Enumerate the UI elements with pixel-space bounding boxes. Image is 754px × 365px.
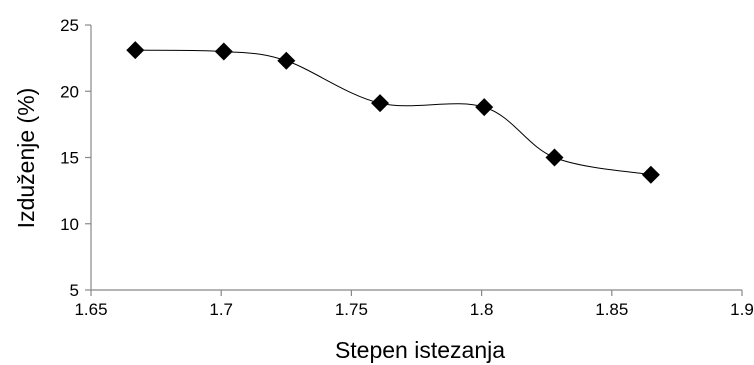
series [126, 41, 660, 184]
x-tick-label: 1.65 [74, 300, 107, 319]
axes [90, 25, 742, 291]
data-point-marker [214, 42, 233, 61]
x-tick-label: 1.75 [335, 300, 368, 319]
x-tick-label: 1.9 [730, 300, 754, 319]
data-point-marker [641, 165, 660, 184]
tick-labels: 1.65 1.7 1.75 1.8 1.85 1.9 5 10 15 20 25 [60, 16, 754, 319]
x-tick-label: 1.7 [209, 300, 233, 319]
x-tick-label: 1.8 [470, 300, 494, 319]
y-axis-title: Izduženje (%) [13, 88, 39, 229]
x-tick-label: 1.85 [595, 300, 628, 319]
series-line [135, 49, 651, 176]
tick-marks [85, 24, 743, 296]
data-point-marker [126, 41, 145, 60]
y-tick-label: 15 [60, 149, 79, 168]
data-point-marker [475, 98, 494, 117]
y-tick-label: 25 [60, 16, 79, 35]
data-point-marker [371, 94, 390, 113]
y-tick-label: 10 [60, 215, 79, 234]
y-tick-label: 5 [70, 281, 79, 300]
x-axis-title: Stepen istezanja [335, 337, 505, 363]
data-point-marker [277, 51, 296, 70]
y-tick-label: 20 [60, 82, 79, 101]
data-point-marker [545, 148, 564, 167]
